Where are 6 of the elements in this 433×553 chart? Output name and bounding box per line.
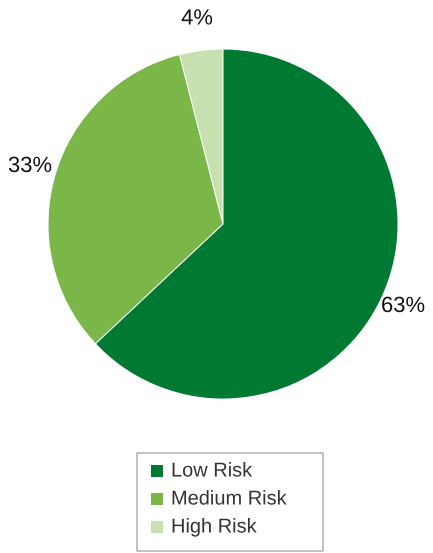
legend-label: Low Risk xyxy=(171,459,254,482)
data-label: 4% xyxy=(181,4,213,30)
legend-label: High Risk xyxy=(171,515,258,538)
data-label: 33% xyxy=(8,152,52,178)
data-label: 63% xyxy=(380,292,426,318)
legend-label: Medium Risk xyxy=(171,487,288,510)
